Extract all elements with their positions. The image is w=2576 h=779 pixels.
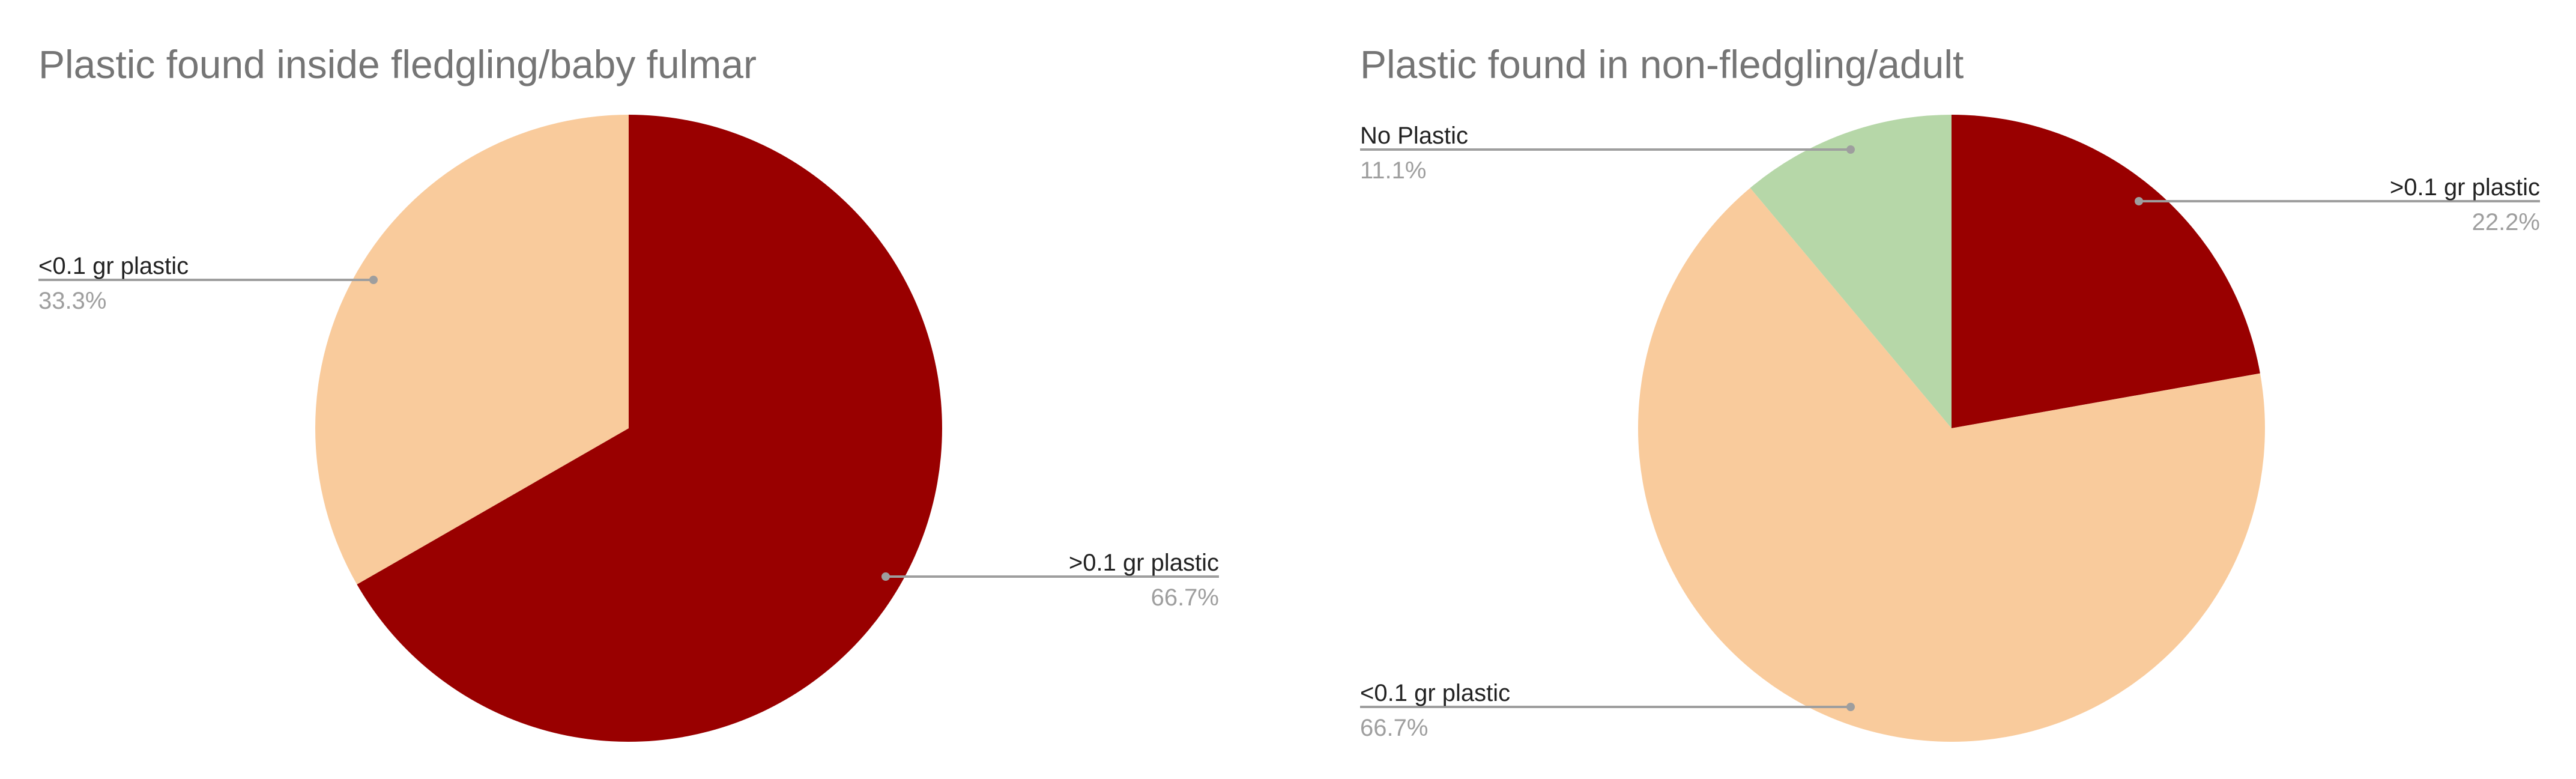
pie-slice-no-plastic: [1750, 115, 1952, 428]
slice-percent: 11.1%: [1360, 157, 1426, 184]
slice-label-0-1-gr-plastic: <0.1 gr plastic 33.3%: [38, 253, 378, 314]
slice-percent: 66.7%: [1151, 584, 1219, 611]
slice-name: No Plastic: [1360, 123, 1468, 149]
slice-labels: >0.1 gr plastic 22.2% <0.1 gr plastic 66.7%…: [1360, 123, 2540, 741]
slice-name: >0.1 gr plastic: [2390, 174, 2540, 201]
leader-dot: [881, 572, 890, 581]
slice-percent: 66.7%: [1360, 715, 1428, 741]
slice-label-0-1-gr-plastic: >0.1 gr plastic 22.2%: [2135, 174, 2540, 235]
pie-slice-0-1-gr-plastic: [357, 115, 943, 742]
pie-slice-0-1-gr-plastic: [1637, 187, 2265, 742]
slice-percent: 33.3%: [38, 288, 106, 314]
leader-dot: [369, 276, 378, 284]
slice-label-no-plastic: No Plastic 11.1%: [1360, 123, 1855, 184]
chart-title: Plastic found in non-fledgling/adult: [1360, 42, 1964, 86]
slice-name: >0.1 gr plastic: [1069, 550, 1219, 576]
leader-dot: [1846, 145, 1855, 154]
chart-title: Plastic found inside fledgling/baby fulm…: [38, 42, 757, 86]
pie-chart-fledgling: Plastic found inside fledgling/baby fulm…: [38, 42, 1219, 742]
slice-name: <0.1 gr plastic: [38, 253, 189, 279]
slice-label-0-1-gr-plastic: <0.1 gr plastic 66.7%: [1360, 680, 1855, 741]
pie-slice-0-1-gr-plastic: [1952, 115, 2260, 428]
slice-label-0-1-gr-plastic: >0.1 gr plastic 66.7%: [881, 550, 1219, 611]
pie-chart-adult: Plastic found in non-fledgling/adult >0.…: [1360, 42, 2540, 742]
pie-slices: [1637, 115, 2265, 742]
slice-percent: 22.2%: [2472, 209, 2540, 235]
slice-name: <0.1 gr plastic: [1360, 680, 1510, 706]
leader-dot: [2135, 197, 2143, 205]
pie-slices: [315, 115, 943, 742]
pie-slice-0-1-gr-plastic: [315, 115, 629, 585]
slice-labels: >0.1 gr plastic 66.7% <0.1 gr plastic 33.3%: [38, 253, 1219, 611]
leader-dot: [1846, 703, 1855, 711]
